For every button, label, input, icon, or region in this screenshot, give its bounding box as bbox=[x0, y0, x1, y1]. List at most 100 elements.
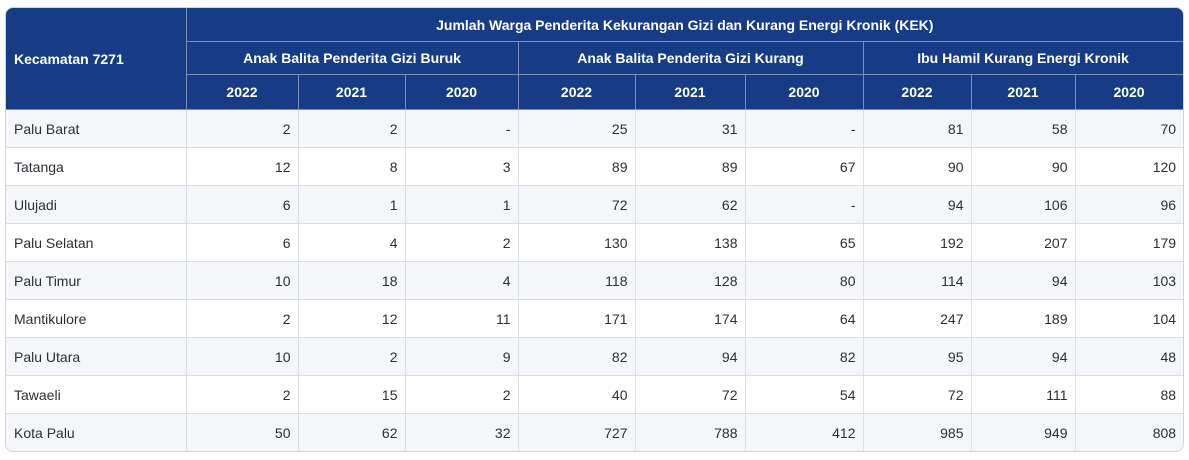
table-row: Ulujadi 6 1 1 72 62-94 106 96 bbox=[6, 185, 1183, 224]
value-cell: 54 bbox=[744, 375, 864, 414]
table-row: Palu Utara 10 2 9 82 94 82 95 94 48 bbox=[6, 337, 1183, 376]
value-cell: 11 bbox=[404, 299, 519, 338]
value-cell: 138 bbox=[634, 223, 746, 262]
value-cell: 48 bbox=[1074, 337, 1183, 376]
value-cell: 6 bbox=[185, 223, 299, 262]
year-header[interactable]: 2022 bbox=[862, 74, 972, 110]
value-cell: 62 bbox=[634, 185, 746, 224]
data-table-container: Kecamatan 7271 Jumlah Warga Penderita Ke… bbox=[5, 7, 1184, 452]
value-cell: 189 bbox=[970, 299, 1076, 338]
value-cell: 67 bbox=[744, 147, 864, 186]
row-name-cell: Palu Barat bbox=[6, 109, 187, 148]
group-header-gizi-kurang: Anak Balita Penderita Gizi Kurang bbox=[517, 41, 864, 75]
value-cell: 89 bbox=[517, 147, 636, 186]
row-name-cell: Palu Timur bbox=[6, 261, 187, 300]
data-table: Kecamatan 7271 Jumlah Warga Penderita Ke… bbox=[6, 8, 1183, 451]
row-name-cell: Mantikulore bbox=[6, 299, 187, 338]
value-cell: 2 bbox=[185, 375, 299, 414]
value-cell: - bbox=[404, 109, 519, 148]
value-cell: 9 bbox=[404, 337, 519, 376]
value-cell: 95 bbox=[862, 337, 972, 376]
value-cell: 4 bbox=[404, 261, 519, 300]
value-cell: 90 bbox=[970, 147, 1076, 186]
value-cell: 50 bbox=[185, 413, 299, 451]
value-cell: 25 bbox=[517, 109, 636, 148]
column-header-kecamatan[interactable]: Kecamatan 7271 bbox=[6, 8, 187, 110]
year-header[interactable]: 2022 bbox=[185, 74, 299, 110]
value-cell: 10 bbox=[185, 337, 299, 376]
table-row: Kota Palu 50 62 32 727 788 412 985 949 808 bbox=[6, 413, 1183, 451]
value-cell: 89 bbox=[634, 147, 746, 186]
table-title: Jumlah Warga Penderita Kekurangan Gizi d… bbox=[185, 8, 1183, 42]
value-cell: - bbox=[744, 109, 864, 148]
year-header[interactable]: 2021 bbox=[634, 74, 746, 110]
year-header[interactable]: 2021 bbox=[297, 74, 406, 110]
table-row: Mantikulore 2 12 11 171 174 64 247 189 104 bbox=[6, 299, 1183, 338]
value-cell: 207 bbox=[970, 223, 1076, 262]
value-cell: 94 bbox=[862, 185, 972, 224]
row-name-cell: Tatanga bbox=[6, 147, 187, 186]
year-header[interactable]: 2020 bbox=[1074, 74, 1183, 110]
value-cell: 2 bbox=[404, 223, 519, 262]
table-row: Tawaeli 2 15 2 40 72 54 72 111 88 bbox=[6, 375, 1183, 414]
row-name-cell: Palu Selatan bbox=[6, 223, 187, 262]
value-cell: 985 bbox=[862, 413, 972, 451]
value-cell: 949 bbox=[970, 413, 1076, 451]
year-header[interactable]: 2021 bbox=[970, 74, 1076, 110]
value-cell: 64 bbox=[744, 299, 864, 338]
value-cell: 2 bbox=[404, 375, 519, 414]
value-cell: 3 bbox=[404, 147, 519, 186]
value-cell: 72 bbox=[517, 185, 636, 224]
value-cell: 6 bbox=[185, 185, 299, 224]
value-cell: 82 bbox=[517, 337, 636, 376]
table-row: Palu Barat 2 2-25 31-81 58 70 bbox=[6, 109, 1183, 148]
table-row: Palu Selatan 6 4 2 130 138 65 192 207 179 bbox=[6, 223, 1183, 262]
value-cell: 32 bbox=[404, 413, 519, 451]
value-cell: 94 bbox=[634, 337, 746, 376]
value-cell: 15 bbox=[297, 375, 406, 414]
value-cell: 1 bbox=[404, 185, 519, 224]
value-cell: 4 bbox=[297, 223, 406, 262]
value-cell: 81 bbox=[862, 109, 972, 148]
value-cell: 40 bbox=[517, 375, 636, 414]
year-header[interactable]: 2022 bbox=[517, 74, 636, 110]
value-cell: 192 bbox=[862, 223, 972, 262]
row-name-cell: Palu Utara bbox=[6, 337, 187, 376]
value-cell: 96 bbox=[1074, 185, 1183, 224]
value-cell: 727 bbox=[517, 413, 636, 451]
value-cell: 128 bbox=[634, 261, 746, 300]
value-cell: 106 bbox=[970, 185, 1076, 224]
value-cell: 788 bbox=[634, 413, 746, 451]
value-cell: 179 bbox=[1074, 223, 1183, 262]
value-cell: 114 bbox=[862, 261, 972, 300]
value-cell: 31 bbox=[634, 109, 746, 148]
value-cell: 808 bbox=[1074, 413, 1183, 451]
row-name-cell: Ulujadi bbox=[6, 185, 187, 224]
value-cell: 18 bbox=[297, 261, 406, 300]
value-cell: 118 bbox=[517, 261, 636, 300]
value-cell: 70 bbox=[1074, 109, 1183, 148]
value-cell: 1 bbox=[297, 185, 406, 224]
value-cell: 2 bbox=[297, 337, 406, 376]
year-header[interactable]: 2020 bbox=[404, 74, 519, 110]
value-cell: 62 bbox=[297, 413, 406, 451]
value-cell: 8 bbox=[297, 147, 406, 186]
table-header: Kecamatan 7271 Jumlah Warga Penderita Ke… bbox=[6, 8, 1183, 110]
value-cell: 72 bbox=[634, 375, 746, 414]
value-cell: 174 bbox=[634, 299, 746, 338]
value-cell: 72 bbox=[862, 375, 972, 414]
value-cell: 120 bbox=[1074, 147, 1183, 186]
value-cell: 104 bbox=[1074, 299, 1183, 338]
value-cell: - bbox=[744, 185, 864, 224]
value-cell: 88 bbox=[1074, 375, 1183, 414]
value-cell: 94 bbox=[970, 261, 1076, 300]
row-name-cell: Tawaeli bbox=[6, 375, 187, 414]
value-cell: 80 bbox=[744, 261, 864, 300]
value-cell: 12 bbox=[185, 147, 299, 186]
year-header[interactable]: 2020 bbox=[744, 74, 864, 110]
value-cell: 130 bbox=[517, 223, 636, 262]
value-cell: 103 bbox=[1074, 261, 1183, 300]
value-cell: 2 bbox=[297, 109, 406, 148]
value-cell: 65 bbox=[744, 223, 864, 262]
value-cell: 82 bbox=[744, 337, 864, 376]
